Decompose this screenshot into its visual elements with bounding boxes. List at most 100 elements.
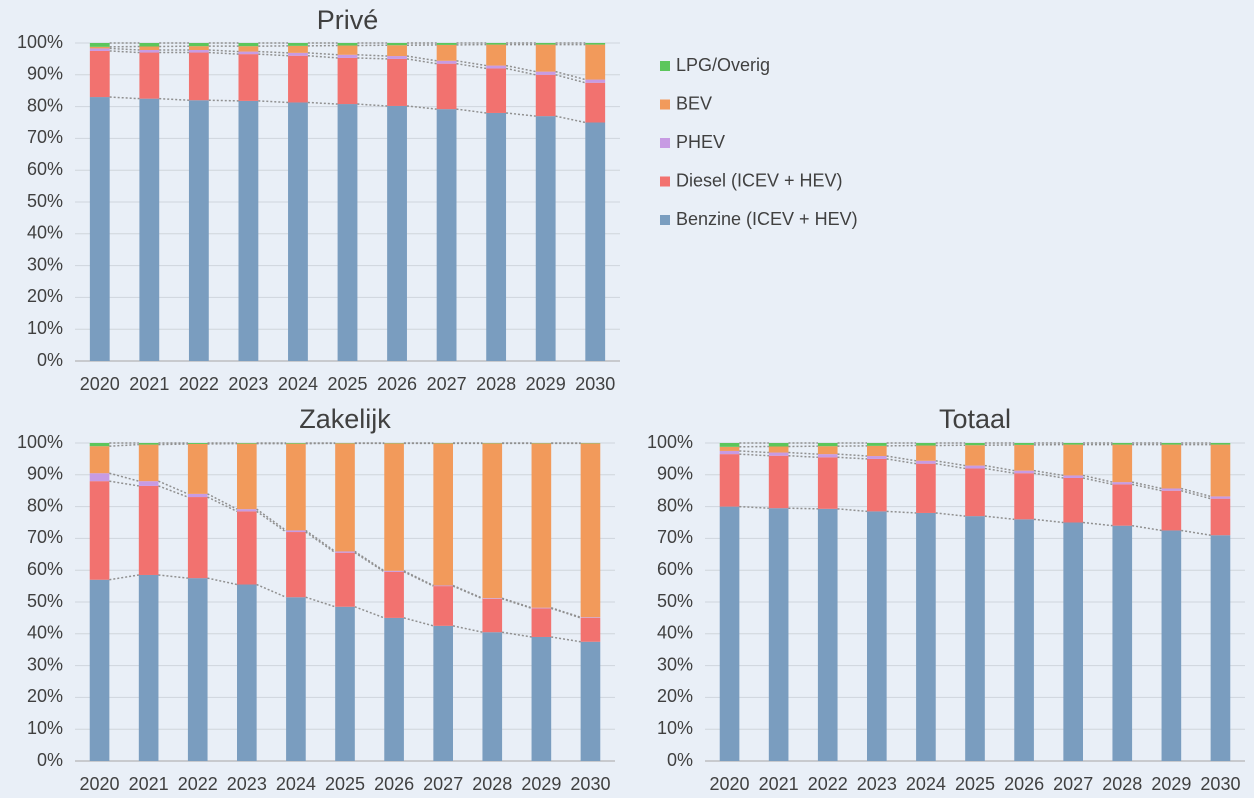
bar-segment xyxy=(1063,522,1083,761)
bar-segment xyxy=(916,463,936,513)
y-tick-label: 70% xyxy=(27,527,63,547)
bar-segment xyxy=(535,116,556,361)
x-tick-label: 2026 xyxy=(377,374,417,394)
y-tick-label: 30% xyxy=(27,654,63,674)
x-tick-label: 2025 xyxy=(955,774,995,794)
trend-line xyxy=(307,52,338,56)
trend-line xyxy=(403,617,434,627)
x-tick-label: 2029 xyxy=(521,774,561,794)
trend-line xyxy=(1181,529,1211,536)
bar-segment xyxy=(719,506,740,761)
bar-segment xyxy=(1210,535,1231,761)
x-tick-label: 2027 xyxy=(1053,774,1093,794)
bar-segment xyxy=(482,598,503,599)
bar-segment xyxy=(580,617,601,642)
trend-line xyxy=(307,54,338,59)
bar-segment xyxy=(288,52,308,56)
bar-segment xyxy=(1210,443,1231,445)
bar-segment xyxy=(138,443,159,445)
y-tick-label: 10% xyxy=(27,718,63,738)
y-tick-label: 70% xyxy=(657,527,693,547)
x-tick-label: 2029 xyxy=(1151,774,1191,794)
y-tick-label: 80% xyxy=(27,495,63,515)
x-tick-label: 2021 xyxy=(129,774,169,794)
x-tick-label: 2024 xyxy=(276,774,316,794)
trend-line xyxy=(256,510,287,533)
bar-segment xyxy=(188,52,209,101)
bar-segment xyxy=(238,100,259,361)
x-tick-label: 2030 xyxy=(570,774,610,794)
y-tick-label: 50% xyxy=(657,591,693,611)
x-tick-label: 2020 xyxy=(80,374,120,394)
y-tick-label: 20% xyxy=(657,686,693,706)
x-tick-label: 2022 xyxy=(179,374,219,394)
bar-segment xyxy=(1112,525,1133,761)
bar-segment xyxy=(817,443,838,447)
bar-segment xyxy=(916,443,936,446)
y-tick-label: 0% xyxy=(37,750,63,770)
chart-title: Zakelijk xyxy=(299,404,391,434)
bar-segment xyxy=(436,43,457,45)
trend-line xyxy=(452,584,483,599)
legend-label: LPG/Overig xyxy=(676,55,770,75)
trend-line xyxy=(555,74,586,84)
y-tick-label: 20% xyxy=(27,686,63,706)
trend-line xyxy=(357,54,388,57)
trend-line xyxy=(354,550,385,572)
x-tick-label: 2028 xyxy=(472,774,512,794)
bar-segment xyxy=(719,446,740,451)
trend-line xyxy=(258,50,289,54)
trend-line xyxy=(550,607,581,618)
trend-line xyxy=(739,450,769,454)
bar-segment xyxy=(585,122,606,361)
trend-line xyxy=(788,507,818,510)
x-tick-label: 2020 xyxy=(710,774,750,794)
x-tick-label: 2030 xyxy=(575,374,615,394)
trend-line xyxy=(158,443,188,446)
bar-segment xyxy=(486,65,507,69)
x-tick-label: 2029 xyxy=(526,374,566,394)
bar-segment xyxy=(867,445,887,457)
bar-segment xyxy=(337,57,358,105)
bar-segment xyxy=(585,43,606,45)
bar-segment xyxy=(138,574,159,761)
bar-segment xyxy=(237,509,257,512)
y-tick-label: 60% xyxy=(27,559,63,579)
bar-segment xyxy=(867,443,887,446)
bar-segment xyxy=(916,445,936,461)
bar-segment xyxy=(719,450,740,455)
trend-line xyxy=(984,464,1015,472)
trend-line xyxy=(505,67,536,76)
trend-line xyxy=(452,625,483,633)
bar-segment xyxy=(188,100,209,362)
trend-line xyxy=(501,597,532,609)
bar-segment xyxy=(531,636,552,761)
y-tick-label: 40% xyxy=(27,223,63,243)
y-tick-label: 0% xyxy=(667,750,693,770)
bar-segment xyxy=(486,43,507,45)
bar-segment xyxy=(1210,496,1231,499)
trend-line xyxy=(403,570,434,587)
bar-segment xyxy=(436,109,457,361)
x-tick-label: 2021 xyxy=(759,774,799,794)
bar-segment xyxy=(768,452,789,456)
trend-line xyxy=(886,458,917,465)
trend-line xyxy=(357,57,388,60)
x-tick-label: 2020 xyxy=(80,774,120,794)
y-tick-label: 100% xyxy=(17,432,63,452)
trend-line xyxy=(1082,474,1113,483)
legend-swatch xyxy=(660,138,670,148)
bar-segment xyxy=(535,71,556,75)
bar-segment xyxy=(387,43,407,46)
bar-segment xyxy=(1112,484,1133,526)
bar-segment xyxy=(580,443,601,618)
bar-segment xyxy=(139,52,160,99)
trend-line xyxy=(406,58,437,65)
bar-segment xyxy=(768,446,789,453)
x-tick-label: 2023 xyxy=(227,774,267,794)
bar-segment xyxy=(1112,444,1133,483)
bar-segment xyxy=(89,446,110,474)
y-tick-label: 80% xyxy=(27,95,63,115)
trend-line xyxy=(158,485,189,498)
